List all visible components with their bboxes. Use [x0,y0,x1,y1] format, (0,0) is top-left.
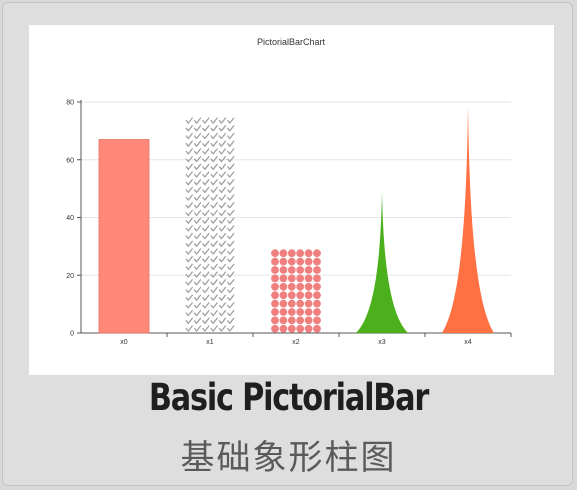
caption-english: Basic PictorialBar [148,376,429,419]
pictorial-bar-chart: PictorialBarChart 0 20 40 60 80 x0 x1 x2 x3 x4 [66,37,512,346]
y-tick-label: 80 [66,100,74,107]
bar-x3 [356,191,408,333]
x-tick-label-x1: x1 [206,339,214,346]
y-tick-label: 0 [70,331,74,338]
bar-x2 [271,249,321,333]
y-tick-label: 40 [66,215,74,222]
y-tick-label: 20 [66,273,74,280]
bar-x0 [98,139,150,334]
x-tick-label-x3: x3 [378,339,386,346]
x-tick-label-x0: x0 [120,339,128,346]
caption-chinese: 基础象形柱图 [180,438,397,478]
bar-x1 [185,117,235,332]
chart-panel: PictorialBarChart 0 20 40 60 80 x0 x1 x2 x3 x4 [29,25,554,375]
y-tick-label: 60 [66,157,74,164]
chart-title: PictorialBarChart [257,37,326,47]
x-tick-label-x4: x4 [464,339,472,346]
x-tick-label-x2: x2 [292,339,300,346]
bar-x4 [442,104,494,333]
example-card[interactable]: PictorialBarChart 0 20 40 60 80 x0 x1 x2 x3 x4 [2,2,573,486]
